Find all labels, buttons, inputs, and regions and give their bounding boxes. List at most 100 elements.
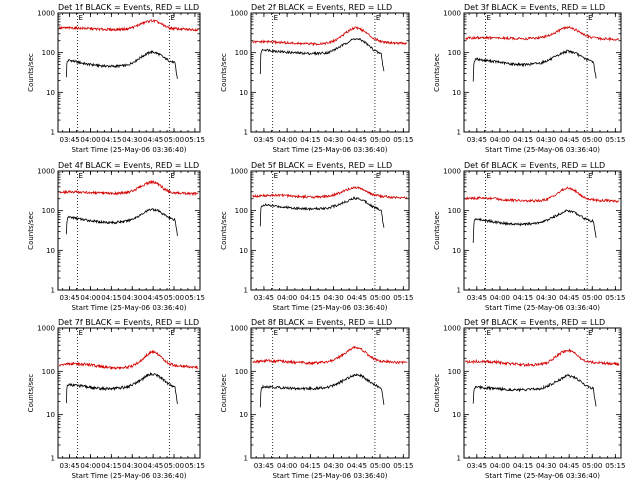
panel-title: Det 3f BLACK = Events, RED = LLD — [464, 3, 605, 12]
x-tick-label: 05:15 — [185, 136, 205, 144]
x-tick-label: 05:00 — [582, 294, 602, 302]
x-tick-label: 04:00 — [277, 294, 297, 302]
y-tick-label: 10 — [239, 89, 248, 97]
x-tick-label: 04:30 — [324, 136, 344, 144]
events-rate-line — [259, 37, 385, 75]
x-tick-label: 04:30 — [324, 462, 344, 470]
lld-rate-line — [59, 18, 199, 32]
x-tick-label: 05:00 — [370, 294, 390, 302]
events-rate-line — [259, 373, 385, 408]
panel-det2: Det 2f BLACK = Events, RED = LLD 1 10 100 10… — [220, 3, 413, 154]
x-tick-label: 04:15 — [300, 136, 320, 144]
y-tick-label: 1000 — [37, 10, 55, 18]
marker-label: E — [274, 329, 278, 337]
marker-label: E — [487, 329, 491, 337]
lld-rate-line — [59, 179, 199, 197]
x-axis-label: Start Time (25-May-06 03:36:40) — [272, 304, 387, 312]
x-tick-label: 04:15 — [101, 462, 121, 470]
plot-frame — [463, 327, 622, 459]
marker-label: E — [78, 329, 82, 337]
marker-label: E — [170, 329, 174, 337]
x-tick-label: 05:15 — [185, 462, 205, 470]
marker-label: E — [588, 172, 592, 180]
x-tick-label: 04:45 — [347, 136, 367, 144]
x-tick-label: 03:45 — [467, 294, 487, 302]
y-axis-label: Counts/sec — [220, 374, 228, 413]
events-rate-line — [66, 207, 178, 237]
x-tick-label: 04:45 — [143, 136, 163, 144]
y-tick-label: 10 — [452, 247, 461, 255]
x-tick-label: 03:45 — [60, 294, 80, 302]
x-axis-label: Start Time (25-May-06 03:36:40) — [71, 472, 186, 480]
y-tick-label: 10 — [239, 411, 248, 419]
y-tick-label: 100 — [448, 368, 461, 376]
y-tick-label: 1 — [244, 455, 248, 463]
marker-label: E — [78, 172, 82, 180]
y-tick-label: 100 — [235, 49, 248, 57]
x-tick-label: 05:00 — [582, 136, 602, 144]
events-rate-line — [472, 49, 597, 82]
y-tick-label: 1 — [457, 455, 461, 463]
y-tick-label: 10 — [46, 247, 55, 255]
y-tick-label: 1 — [457, 287, 461, 295]
x-tick-label: 04:30 — [122, 136, 142, 144]
y-tick-label: 1000 — [443, 325, 461, 333]
y-tick-label: 1 — [51, 287, 55, 295]
events-rate-line — [472, 374, 597, 407]
x-tick-label: 05:00 — [164, 294, 184, 302]
lld-rate-line — [252, 185, 408, 200]
panel-det3: Det 3f BLACK = Events, RED = LLD 1 10 100 10… — [433, 3, 625, 154]
y-tick-label: 1 — [244, 287, 248, 295]
y-tick-label: 100 — [448, 207, 461, 215]
plot-frame — [463, 12, 622, 133]
y-tick-label: 10 — [46, 411, 55, 419]
marker-label: E — [274, 172, 278, 180]
marker-label: E — [170, 14, 174, 22]
x-tick-label: 04:30 — [536, 462, 556, 470]
plot-frame — [463, 170, 622, 291]
panel-title: Det 7f BLACK = Events, RED = LLD — [58, 318, 199, 327]
y-tick-label: 1000 — [230, 10, 248, 18]
events-rate-line — [472, 209, 597, 243]
x-tick-label: 04:15 — [300, 294, 320, 302]
y-tick-label: 1000 — [230, 325, 248, 333]
panel-title: Det 1f BLACK = Events, RED = LLD — [58, 3, 199, 12]
marker-label: E — [78, 14, 82, 22]
y-axis-label: Counts/sec — [433, 374, 441, 413]
y-tick-label: 10 — [46, 89, 55, 97]
panel-title: Det 4f BLACK = Events, RED = LLD — [58, 161, 199, 170]
y-tick-label: 100 — [235, 207, 248, 215]
x-tick-label: 03:45 — [60, 462, 80, 470]
panel-title: Det 2f BLACK = Events, RED = LLD — [251, 3, 392, 12]
x-tick-label: 04:30 — [122, 462, 142, 470]
x-tick-label: 04:00 — [80, 462, 100, 470]
panel-det1: Det 1f BLACK = Events, RED = LLD 1 10 100 10… — [27, 3, 205, 154]
panel-det5: Det 5f BLACK = Events, RED = LLD 1 10 100 10… — [220, 161, 413, 312]
x-tick-label: 03:45 — [254, 136, 274, 144]
plot-frame — [250, 170, 410, 291]
x-tick-label: 04:15 — [300, 462, 320, 470]
x-tick-label: 03:45 — [254, 294, 274, 302]
plot-frame — [250, 12, 410, 133]
x-axis-label: Start Time (25-May-06 03:36:40) — [485, 304, 600, 312]
x-tick-label: 04:00 — [490, 294, 510, 302]
lld-rate-line — [465, 25, 620, 42]
x-tick-label: 05:15 — [605, 294, 625, 302]
lld-rate-line — [252, 345, 408, 366]
y-axis-label: Counts/sec — [27, 374, 35, 413]
x-tick-label: 04:15 — [513, 294, 533, 302]
x-tick-label: 04:30 — [536, 294, 556, 302]
y-tick-label: 1000 — [443, 10, 461, 18]
x-tick-label: 05:00 — [164, 136, 184, 144]
lld-rate-line — [252, 26, 408, 47]
y-tick-label: 100 — [42, 49, 55, 57]
y-tick-label: 1 — [51, 129, 55, 137]
x-tick-label: 04:15 — [101, 294, 121, 302]
x-tick-label: 05:00 — [582, 462, 602, 470]
y-tick-label: 1 — [457, 129, 461, 137]
x-tick-label: 05:15 — [605, 462, 625, 470]
panel-title: Det 5f BLACK = Events, RED = LLD — [251, 161, 392, 170]
x-axis-label: Start Time (25-May-06 03:36:40) — [71, 146, 186, 154]
x-tick-label: 04:30 — [324, 294, 344, 302]
